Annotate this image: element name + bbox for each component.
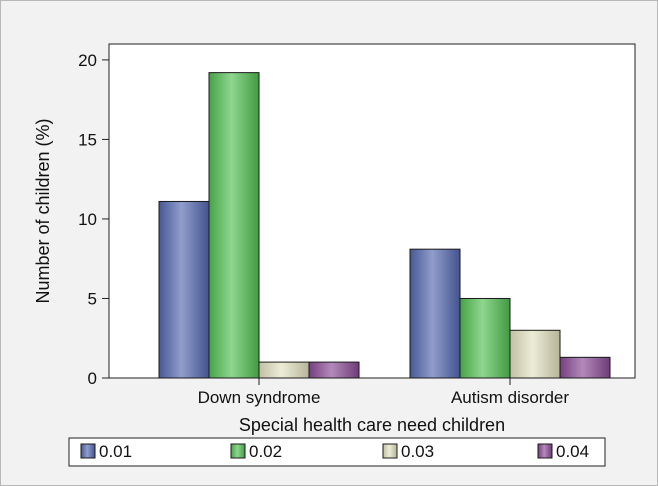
y-axis-title: Number of children (%) — [33, 118, 53, 303]
y-axis: 0 5 10 15 20 — [78, 51, 109, 388]
bar-down-syndrome-0.01 — [158, 200, 210, 379]
y-tick-label: 0 — [88, 369, 97, 388]
y-tick-label: 15 — [78, 130, 97, 149]
y-tick-label: 5 — [88, 289, 97, 308]
legend-label: 0.02 — [249, 442, 282, 461]
legend: 0.01 0.02 0.03 0.04 — [68, 437, 606, 467]
bar-down-syndrome-0.02 — [208, 72, 260, 379]
legend-swatch — [80, 443, 96, 459]
bar-autism-disorder-0.03 — [509, 329, 561, 379]
legend-box — [68, 437, 606, 467]
bars — [158, 72, 611, 379]
bar-autism-disorder-0.04 — [559, 356, 611, 379]
y-tick-label: 10 — [78, 210, 97, 229]
legend-label: 0.03 — [401, 442, 434, 461]
bar-autism-disorder-0.02 — [459, 297, 511, 379]
x-tick-label: Autism disorder — [451, 388, 569, 407]
legend-swatch — [382, 443, 398, 459]
legend-label: 0.01 — [99, 442, 132, 461]
x-axis-title: Special health care need children — [239, 415, 505, 435]
bar-down-syndrome-0.04 — [308, 361, 360, 379]
x-tick-label: Down syndrome — [198, 388, 321, 407]
x-axis: Down syndrome Autism disorder — [198, 378, 569, 407]
legend-swatch — [537, 443, 553, 459]
bar-autism-disorder-0.01 — [409, 248, 461, 379]
bar-down-syndrome-0.03 — [258, 361, 310, 379]
legend-swatch — [230, 443, 246, 459]
legend-label: 0.04 — [556, 442, 589, 461]
y-tick-label: 20 — [78, 51, 97, 70]
